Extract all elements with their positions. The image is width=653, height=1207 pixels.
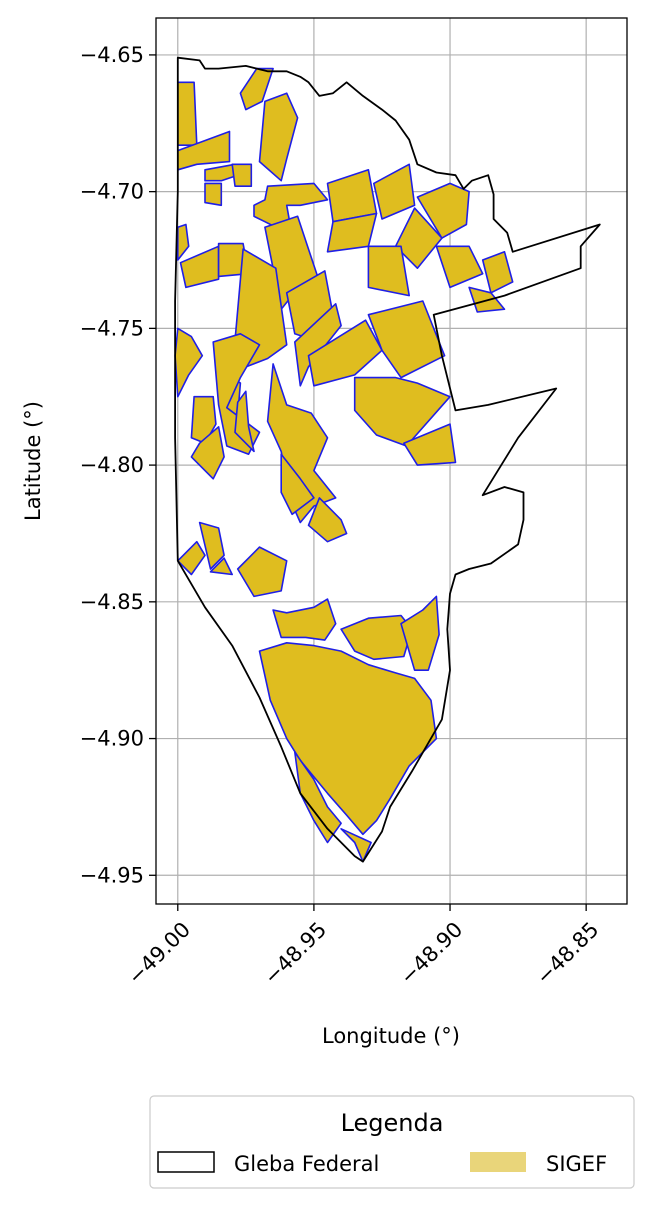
y-tick-label-5: −4.90 <box>80 727 144 751</box>
sigef-parcel-29 <box>416 182 470 239</box>
sigef-parcel-33 <box>394 207 443 270</box>
sigef-parcel-30 <box>435 245 484 289</box>
sigef-parcel-34 <box>367 245 411 297</box>
sigef-parcel-6 <box>258 92 299 182</box>
sigef-parcel-9 <box>177 223 190 261</box>
y-tick-label-3: −4.80 <box>80 453 144 477</box>
sigef-parcel-7 <box>253 182 329 237</box>
sigef-parcel-31 <box>481 251 514 294</box>
sigef-parcel-4 <box>231 163 253 187</box>
gleba-federal-boundary-0 <box>174 56 601 863</box>
x-axis-label: Longitude (°) <box>322 1024 460 1048</box>
legend-label-sigef: SIGEF <box>546 1152 607 1176</box>
axes-frame <box>155 17 628 905</box>
sigef-parcel-36 <box>307 497 348 543</box>
sigef-parcel-20 <box>234 390 255 453</box>
sigef-parcel-25 <box>402 423 457 466</box>
legend-title: Legenda <box>341 1109 444 1137</box>
x-tick-label-0: −49.00 <box>123 917 195 989</box>
y-tick-label-0: −4.65 <box>80 43 144 67</box>
x-tick-label-1: −48.95 <box>259 917 331 989</box>
x-tick-label-2: −48.90 <box>395 917 467 989</box>
sigef-parcel-45 <box>293 751 342 844</box>
y-tick-label-4: −4.85 <box>80 590 144 614</box>
sigef-parcel-22 <box>307 319 383 387</box>
sigef-parcel-21 <box>266 363 337 524</box>
sigef-parcel-35 <box>280 453 315 516</box>
x-tick-label-3: −48.85 <box>532 917 604 989</box>
sigef-parcel-2 <box>204 163 239 182</box>
sigef-parcel-10 <box>179 245 220 289</box>
y-tick-label-6: −4.95 <box>80 863 144 887</box>
sigef-parcel-23 <box>367 300 446 379</box>
legend-swatch-sigef <box>470 1152 526 1172</box>
sigef-parcel-24 <box>353 376 451 447</box>
sigef-parcel-39 <box>209 557 233 576</box>
legend-label-gleba: Gleba Federal <box>234 1152 379 1176</box>
sigef-parcel-0 <box>177 81 198 146</box>
sigef-parcel-41 <box>272 598 337 641</box>
sigef-parcel-40 <box>236 546 288 598</box>
sigef-parcel-43 <box>400 595 440 672</box>
legend-swatch-gleba <box>157 1151 215 1173</box>
y-tick-label-2: −4.75 <box>80 316 144 340</box>
y-axis-label: Latitude (°) <box>21 401 45 521</box>
sigef-parcel-5 <box>239 67 274 111</box>
sigef-parcel-3 <box>204 182 223 207</box>
sigef-parcel-28 <box>372 163 416 220</box>
legend: Legenda Gleba Federal SIGEF <box>149 1095 635 1189</box>
sigef-parcel-37 <box>177 540 206 576</box>
sigef-parcel-17 <box>190 425 225 480</box>
y-tick-label-1: −4.70 <box>80 180 144 204</box>
map-layers <box>174 56 601 863</box>
sigef-parcel-38 <box>198 521 225 570</box>
